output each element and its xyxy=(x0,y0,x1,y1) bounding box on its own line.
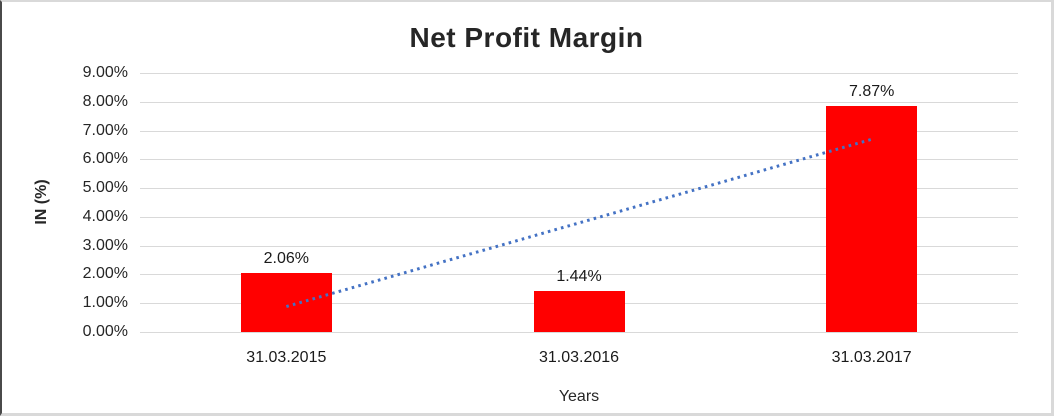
chart-title: Net Profit Margin xyxy=(409,22,644,53)
trendline xyxy=(285,137,873,308)
plot-area: 2.06% 1.44% 7.87% xyxy=(140,73,1018,333)
y-axis-tick-labels: 0.00% 1.00% 2.00% 3.00% 4.00% 5.00% 6.00% 7.00%… xyxy=(2,64,128,340)
gridline xyxy=(140,73,1018,74)
gridline xyxy=(140,159,1018,161)
bar xyxy=(826,105,918,332)
gridline xyxy=(140,101,1018,103)
y-tick-label: 0.00% xyxy=(82,323,128,340)
gridline xyxy=(140,188,1018,190)
gridline xyxy=(140,130,1018,132)
bar-data-label: 1.44% xyxy=(556,267,602,285)
x-axis-category-labels: 31.03.2015 31.03.2016 31.03.2017 xyxy=(140,349,1018,369)
gridline xyxy=(140,245,1018,247)
y-tick-label: 7.00% xyxy=(82,121,128,139)
bar-data-label: 7.87% xyxy=(848,82,895,100)
y-tick-label: 6.00% xyxy=(82,150,128,168)
bar xyxy=(240,272,332,332)
gridline xyxy=(140,216,1018,218)
y-tick-label: 5.00% xyxy=(82,179,128,197)
trendline-layer xyxy=(285,137,873,308)
y-tick-label: 1.00% xyxy=(82,294,128,312)
y-tick-label: 8.00% xyxy=(82,92,128,110)
y-tick-label: 2.00% xyxy=(82,265,128,283)
gridline xyxy=(140,332,1018,333)
y-tick-label: 3.00% xyxy=(82,236,128,254)
bar xyxy=(533,290,625,332)
x-category-label: 31.03.2015 xyxy=(246,349,327,366)
x-axis-title: Years xyxy=(558,388,600,405)
gridline xyxy=(140,274,1018,276)
bar-data-label: 2.06% xyxy=(263,249,310,267)
x-category-label: 31.03.2017 xyxy=(831,349,912,366)
y-tick-label: 9.00% xyxy=(82,64,128,81)
y-tick-label: 4.00% xyxy=(82,207,128,225)
x-category-label: 31.03.2016 xyxy=(538,349,620,366)
